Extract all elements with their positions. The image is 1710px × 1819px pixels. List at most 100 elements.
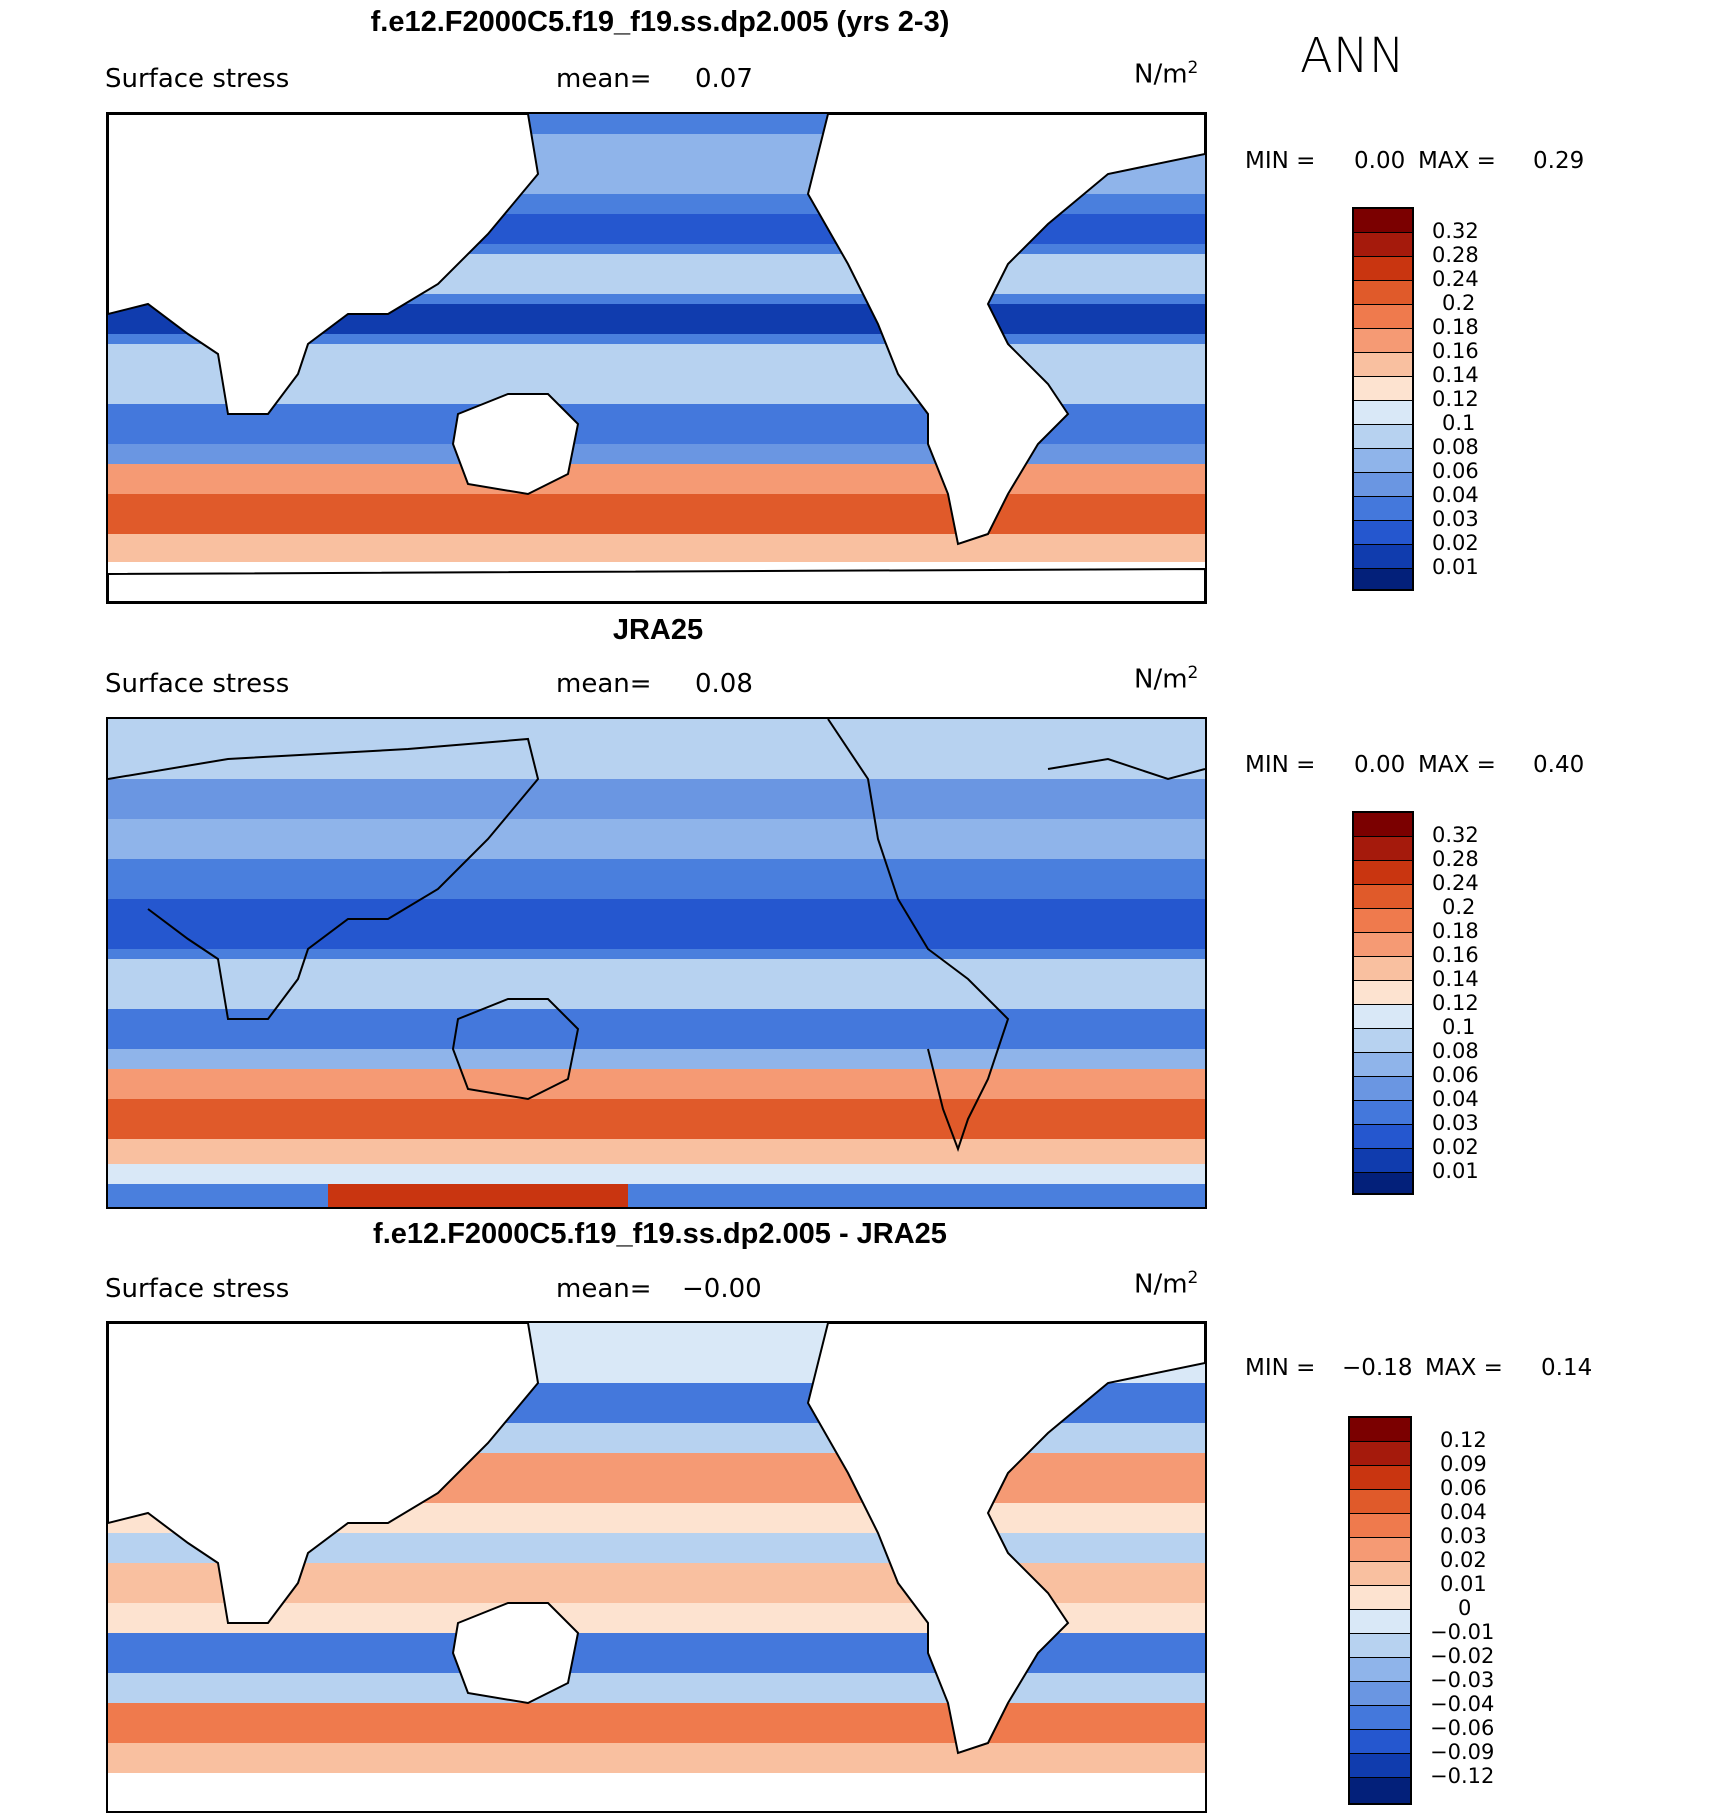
panel-2-title: JRA25	[612, 614, 704, 646]
colorbar-cell	[1350, 1682, 1410, 1706]
colorbar-cell	[1354, 909, 1412, 933]
colorbar-cell	[1354, 1149, 1412, 1173]
colorbar-cell	[1350, 1490, 1410, 1514]
colorbar-label: 0	[1458, 1596, 1472, 1620]
panel-1-units: N/m2	[1134, 58, 1199, 90]
colorbar-cell	[1350, 1466, 1410, 1490]
panel-2-field	[108, 719, 1205, 1207]
colorbar-cell	[1354, 1173, 1412, 1193]
panel-2-max-label: MAX =	[1418, 752, 1496, 778]
panel-2-min-label: MIN =	[1245, 752, 1316, 778]
colorbar-cell	[1354, 1053, 1412, 1077]
colorbar-label: −0.06	[1430, 1716, 1495, 1740]
colorbar-label: 0.2	[1442, 895, 1476, 919]
panel-3-max-value: 0.14	[1541, 1355, 1593, 1381]
panel-2-mean-label: mean=	[556, 669, 652, 699]
colorbar-label: 0.04	[1440, 1500, 1487, 1524]
panel-2-variable: Surface stress	[105, 669, 290, 699]
colorbar-cell	[1354, 837, 1412, 861]
colorbar-label: 0.01	[1440, 1572, 1487, 1596]
colorbar-label: 0.04	[1432, 483, 1479, 507]
colorbar-cell	[1354, 209, 1412, 233]
colorbar-cell	[1354, 1005, 1412, 1029]
panel-1-min-label: MIN =	[1245, 148, 1316, 174]
colorbar-cell	[1354, 497, 1412, 521]
colorbar-cell	[1354, 981, 1412, 1005]
panel-1-title: f.e12.F2000C5.f19_f19.ss.dp2.005 (yrs 2-…	[370, 6, 950, 38]
colorbar-label: 0.32	[1432, 823, 1479, 847]
colorbar-label: 0.1	[1442, 1015, 1476, 1039]
colorbar-cell	[1354, 449, 1412, 473]
colorbar-cell	[1354, 1101, 1412, 1125]
colorbar-label: 0.08	[1432, 435, 1479, 459]
panel-3-field	[108, 1323, 1205, 1811]
panel-2-units: N/m2	[1134, 663, 1199, 695]
panel-1-max-label: MAX =	[1418, 148, 1496, 174]
colorbar-cell	[1354, 473, 1412, 497]
colorbar-label: 0.12	[1432, 387, 1479, 411]
panel-3-mean-value: −0.00	[682, 1274, 762, 1304]
colorbar-cell	[1350, 1730, 1410, 1754]
colorbar-label: 0.14	[1432, 967, 1479, 991]
colorbar-cell	[1354, 861, 1412, 885]
colorbar-cell	[1350, 1754, 1410, 1778]
panel-2-map	[106, 717, 1207, 1209]
panel-3-min-label: MIN =	[1245, 1355, 1316, 1381]
colorbar-cell	[1354, 425, 1412, 449]
colorbar-label: 0.04	[1432, 1087, 1479, 1111]
colorbar-label: 0.18	[1432, 919, 1479, 943]
colorbar-label: 0.03	[1440, 1524, 1487, 1548]
colorbar-cell	[1354, 1029, 1412, 1053]
colorbar-label: −0.01	[1430, 1620, 1495, 1644]
colorbar-label: 0.1	[1442, 411, 1476, 435]
colorbar-label: −0.12	[1430, 1764, 1495, 1788]
panel-3-map	[106, 1321, 1207, 1813]
panel-3-variable: Surface stress	[105, 1274, 290, 1304]
colorbar-cell	[1354, 281, 1412, 305]
panel-3-title: f.e12.F2000C5.f19_f19.ss.dp2.005 - JRA25	[373, 1218, 947, 1250]
colorbar-cell	[1354, 329, 1412, 353]
colorbar-cell	[1354, 569, 1412, 589]
colorbar-label: 0.03	[1432, 1111, 1479, 1135]
colorbar-cell	[1354, 233, 1412, 257]
panel-1-map	[106, 112, 1207, 604]
colorbar-label: 0.12	[1432, 991, 1479, 1015]
colorbar-label: 0.08	[1432, 1039, 1479, 1063]
colorbar-label: 0.28	[1432, 243, 1479, 267]
colorbar-cell	[1354, 257, 1412, 281]
colorbar-label: 0.01	[1432, 555, 1479, 579]
colorbar-label: 0.18	[1432, 315, 1479, 339]
colorbar-label: 0.16	[1432, 943, 1479, 967]
colorbar-label: 0.02	[1432, 531, 1479, 555]
panel-2-max-value: 0.40	[1533, 752, 1585, 778]
panel-1-colorbar	[1352, 207, 1414, 591]
colorbar-label: 0.02	[1432, 1135, 1479, 1159]
colorbar-label: 0.02	[1440, 1548, 1487, 1572]
panel-3-max-label: MAX =	[1425, 1355, 1503, 1381]
colorbar-label: 0.28	[1432, 847, 1479, 871]
colorbar-label: 0.03	[1432, 507, 1479, 531]
colorbar-cell	[1350, 1706, 1410, 1730]
colorbar-label: 0.06	[1432, 459, 1479, 483]
panel-3-mean-label: mean=	[556, 1274, 652, 1304]
colorbar-label: 0.09	[1440, 1452, 1487, 1476]
panel-3-min-value: −0.18	[1342, 1355, 1413, 1381]
colorbar-label: 0.24	[1432, 871, 1479, 895]
colorbar-cell	[1350, 1442, 1410, 1466]
panel-1-variable: Surface stress	[105, 64, 290, 94]
colorbar-cell	[1354, 813, 1412, 837]
colorbar-cell	[1354, 305, 1412, 329]
colorbar-label: −0.04	[1430, 1692, 1495, 1716]
colorbar-cell	[1354, 545, 1412, 569]
colorbar-label: 0.24	[1432, 267, 1479, 291]
colorbar-cell	[1354, 521, 1412, 545]
colorbar-cell	[1350, 1514, 1410, 1538]
colorbar-label: 0.06	[1440, 1476, 1487, 1500]
panel-1-max-value: 0.29	[1533, 148, 1585, 174]
panel-3-colorbar	[1348, 1416, 1412, 1805]
colorbar-cell	[1354, 885, 1412, 909]
panel-1-mean-value: 0.07	[695, 64, 753, 94]
colorbar-cell	[1350, 1610, 1410, 1634]
colorbar-label: 0.01	[1432, 1159, 1479, 1183]
panel-1-min-value: 0.00	[1354, 148, 1406, 174]
